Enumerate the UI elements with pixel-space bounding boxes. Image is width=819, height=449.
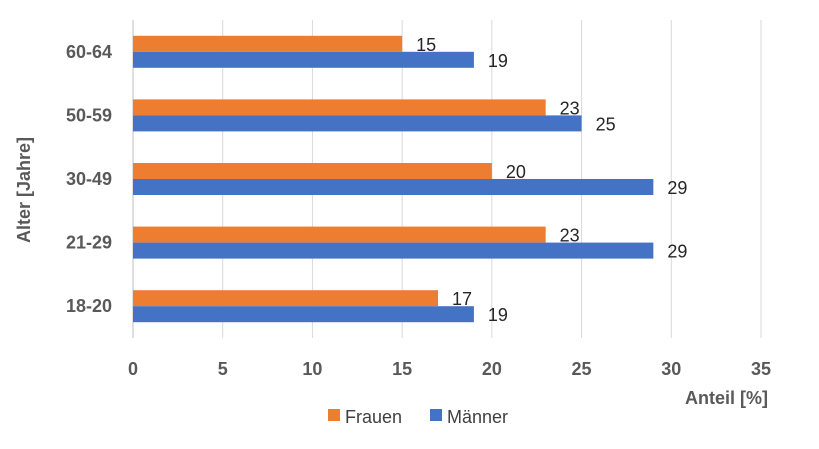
category-label: 21-29 [66,233,112,253]
x-axis-title: Anteil [%] [685,388,768,408]
x-tick-labels: 0 5 10 15 20 25 30 35 [128,359,771,379]
legend-swatch-maenner [430,409,442,421]
legend-swatch-frauen [328,409,340,421]
bar-frauen [133,163,492,179]
data-label: 19 [488,305,508,325]
bar-maenner [133,242,654,259]
bar-maenner [133,179,654,195]
data-label: 29 [667,178,687,198]
x-tick-label: 35 [751,359,771,379]
category-label: 60-64 [66,42,112,62]
data-label: 23 [560,226,580,246]
category-labels: 18-20 21-29 30-49 50-59 60-64 [66,42,112,316]
data-label: 19 [488,51,508,71]
bar-maenner [133,115,582,132]
x-tick-label: 25 [572,359,592,379]
bar-maenner [133,306,474,323]
bar-frauen [133,35,403,52]
bar-frauen [133,290,439,307]
data-label: 17 [452,289,472,309]
data-label: 20 [506,162,526,182]
x-tick-label: 20 [482,359,502,379]
x-tick-label: 5 [218,359,228,379]
x-tick-label: 10 [302,359,322,379]
legend-label-maenner: Männer [447,407,508,427]
value-labels: 17 19 23 29 20 29 23 25 15 19 [416,35,687,325]
data-label: 23 [560,98,580,118]
data-label: 29 [667,242,687,262]
x-tick-label: 15 [392,359,412,379]
bars [133,35,654,323]
bar-frauen [133,99,546,116]
x-tick-label: 30 [661,359,681,379]
legend: Frauen Männer [328,407,508,427]
legend-label-frauen: Frauen [345,407,402,427]
data-label: 15 [416,35,436,55]
x-tick-label: 0 [128,359,138,379]
category-label: 50-59 [66,105,112,125]
data-label: 25 [596,114,616,134]
y-axis-title: Alter [Jahre] [14,137,34,243]
category-label: 18-20 [66,296,112,316]
bar-maenner [133,51,474,68]
bar-frauen [133,226,546,243]
category-label: 30-49 [66,169,112,189]
